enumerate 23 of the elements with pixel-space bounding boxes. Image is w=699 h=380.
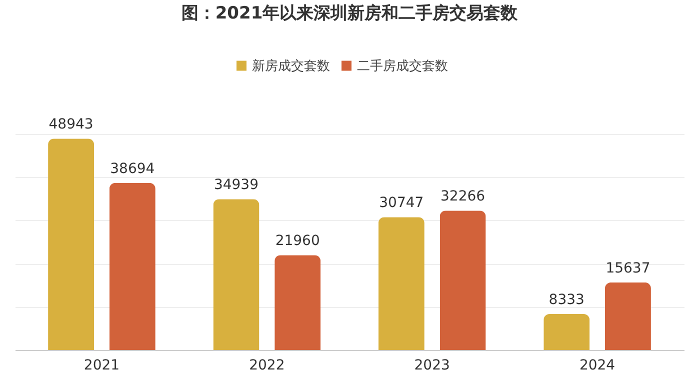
bar bbox=[213, 199, 260, 350]
data-label: 38694 bbox=[110, 160, 155, 177]
data-label: 21960 bbox=[275, 233, 320, 250]
x-tick-label: 2022 bbox=[249, 358, 285, 374]
bar bbox=[544, 314, 590, 350]
bar bbox=[604, 282, 651, 350]
x-tick-label: 2023 bbox=[414, 358, 450, 374]
x-tick-label: 2021 bbox=[84, 358, 120, 374]
data-label: 32266 bbox=[440, 188, 486, 205]
data-label: 8333 bbox=[548, 292, 584, 308]
bar bbox=[274, 255, 321, 350]
bar bbox=[378, 217, 424, 350]
chart-title: 图：2021年以来深圳新房和二手房交易套数 bbox=[181, 4, 519, 24]
bar bbox=[440, 210, 486, 350]
legend-label: 二手房成交套数 bbox=[357, 58, 448, 74]
data-label: 48943 bbox=[48, 116, 94, 133]
data-label: 30747 bbox=[379, 195, 424, 212]
x-tick-label: 2024 bbox=[579, 358, 616, 374]
legend-label: 新房成交套数 bbox=[252, 58, 330, 74]
bar bbox=[109, 182, 156, 350]
data-label: 15637 bbox=[606, 260, 650, 276]
data-label: 34939 bbox=[214, 177, 259, 194]
bar bbox=[48, 138, 94, 350]
